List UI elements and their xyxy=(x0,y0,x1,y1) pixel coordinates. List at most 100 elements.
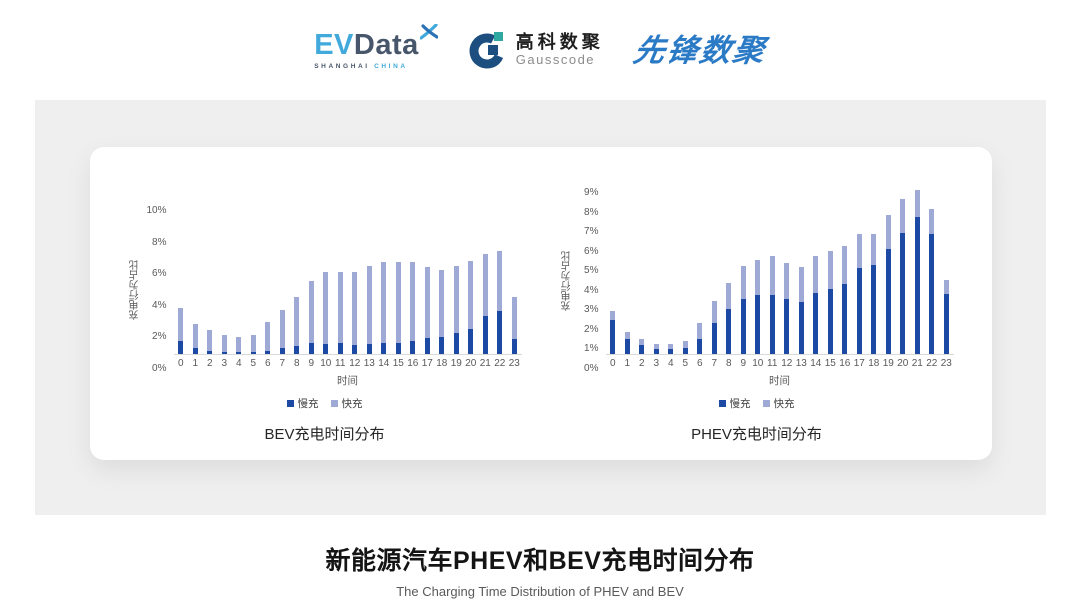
segment-快充 xyxy=(178,308,184,342)
legend-item-慢充: 慢充 xyxy=(286,396,319,411)
bar-hour-20 xyxy=(900,198,906,354)
gausscode-cn-text: 高科数聚 xyxy=(515,31,604,52)
x-tick-label: 12 xyxy=(781,358,793,369)
segment-快充 xyxy=(624,331,630,340)
legend-label: 慢充 xyxy=(729,398,751,410)
segment-快充 xyxy=(366,265,372,344)
segment-慢充 xyxy=(827,289,833,354)
x-tick-label: 14 xyxy=(378,358,390,369)
bar-hour-12 xyxy=(784,263,790,354)
y-tick-label: 4% xyxy=(584,284,599,296)
x-tick-label: 3 xyxy=(221,358,228,369)
stacked-bar xyxy=(420,267,435,354)
x-tick-label: 17 xyxy=(421,358,433,369)
bar-hour-14 xyxy=(381,262,387,354)
x-tick-label: 2 xyxy=(638,358,645,369)
x-tick-label: 5 xyxy=(250,358,257,369)
y-tick-label: 9% xyxy=(584,187,599,198)
stacked-bar xyxy=(838,246,853,354)
y-axis-ticks: 0% 2% 4% 6% 8% 10% xyxy=(142,206,174,374)
stacked-bar xyxy=(910,189,925,354)
segment-慢充 xyxy=(511,339,517,354)
segment-快充 xyxy=(697,322,703,340)
x-tick-label: 4 xyxy=(235,358,242,369)
x-star-icon xyxy=(419,23,438,40)
segment-快充 xyxy=(740,266,746,300)
x-tick-label: 11 xyxy=(335,358,346,369)
x-tick-label: 15 xyxy=(392,358,404,369)
y-tick-label: 7% xyxy=(584,226,599,238)
x-tick-label: 6 xyxy=(696,358,703,369)
segment-慢充 xyxy=(308,342,314,354)
bar-hour-5 xyxy=(250,335,256,354)
x-tick-label: 23 xyxy=(940,358,952,369)
segment-慢充 xyxy=(250,352,256,354)
stacked-bar xyxy=(174,308,189,354)
stacked-bar xyxy=(319,271,334,354)
phev-plot-area xyxy=(605,178,954,355)
segment-慢充 xyxy=(192,348,198,354)
segment-慢充 xyxy=(871,265,877,354)
bar-hour-22 xyxy=(497,251,503,354)
bev-plot-area xyxy=(173,196,522,355)
segment-快充 xyxy=(381,262,387,343)
bar-hour-15 xyxy=(395,262,401,354)
segment-快充 xyxy=(410,262,416,342)
y-tick-label: 1% xyxy=(584,343,599,355)
stacked-bar xyxy=(780,263,795,354)
bar-hour-23 xyxy=(511,297,517,354)
phev-chart-title: PHEV充电时间分布 xyxy=(691,426,822,443)
bev-chart-title: BEV充电时间分布 xyxy=(264,426,385,443)
stacked-bar xyxy=(203,330,218,354)
evdata-ev-text: EV xyxy=(314,28,354,61)
legend-swatch-icon xyxy=(330,400,338,407)
gausscode-mark-icon xyxy=(469,32,505,69)
y-tick-label: 2% xyxy=(584,323,599,335)
segment-快充 xyxy=(943,279,949,295)
stacked-bar xyxy=(693,322,708,354)
x-tick-label: 8 xyxy=(725,358,732,369)
segment-慢充 xyxy=(784,299,790,354)
bar-hour-16 xyxy=(410,262,416,354)
bar-hour-19 xyxy=(453,265,459,354)
y-tick-label: 6% xyxy=(152,268,167,280)
segment-快充 xyxy=(439,270,445,337)
segment-快充 xyxy=(610,310,616,320)
gausscode-en-text: Gausscode xyxy=(515,51,596,67)
segment-快充 xyxy=(511,297,517,339)
evdata-wordmark: EV Data xyxy=(314,23,438,61)
segment-慢充 xyxy=(711,322,717,354)
segment-慢充 xyxy=(740,299,746,354)
bar-hour-22 xyxy=(929,209,935,354)
segment-慢充 xyxy=(410,341,416,354)
stacked-bar xyxy=(188,324,203,354)
segment-慢充 xyxy=(755,295,761,354)
legend-item-快充: 快充 xyxy=(762,396,795,411)
segment-慢充 xyxy=(468,328,474,354)
x-tick-label: 20 xyxy=(465,358,477,369)
x-tick-label: 0 xyxy=(177,358,184,369)
segment-快充 xyxy=(929,209,935,234)
stacked-bar xyxy=(707,301,722,354)
gray-panel: 充电行为占比 0% 2% 4% 6% 8% 10% 0 1 2 3 4 5 6 7 8 9 10 11 12 13 1… xyxy=(35,100,1046,515)
x-tick-label: 17 xyxy=(853,358,865,369)
segment-慢充 xyxy=(813,293,819,354)
evdata-china-text: CHINA xyxy=(374,62,408,70)
x-tick-label: 6 xyxy=(264,358,271,369)
y-tick-label: 8% xyxy=(584,206,599,218)
segment-慢充 xyxy=(682,348,688,354)
subtitle: The Charging Time Distribution of PHEV a… xyxy=(396,584,684,599)
x-axis-ticks: 0 1 2 3 4 5 6 7 8 9 10 11 12 13 14 15 16 17 18 19 20 21 22 23 xyxy=(606,355,954,372)
segment-慢充 xyxy=(236,352,242,354)
stacked-bar xyxy=(896,198,911,354)
x-tick-label: 10 xyxy=(752,358,764,369)
bar-hour-21 xyxy=(482,254,488,354)
segment-慢充 xyxy=(842,283,848,354)
x-tick-label: 1 xyxy=(192,358,199,369)
bar-hour-15 xyxy=(827,251,833,354)
x-tick-label: 5 xyxy=(682,358,689,369)
segment-慢充 xyxy=(929,233,935,354)
segment-快充 xyxy=(842,246,848,284)
segment-慢充 xyxy=(381,342,387,354)
bar-hour-16 xyxy=(842,246,848,354)
